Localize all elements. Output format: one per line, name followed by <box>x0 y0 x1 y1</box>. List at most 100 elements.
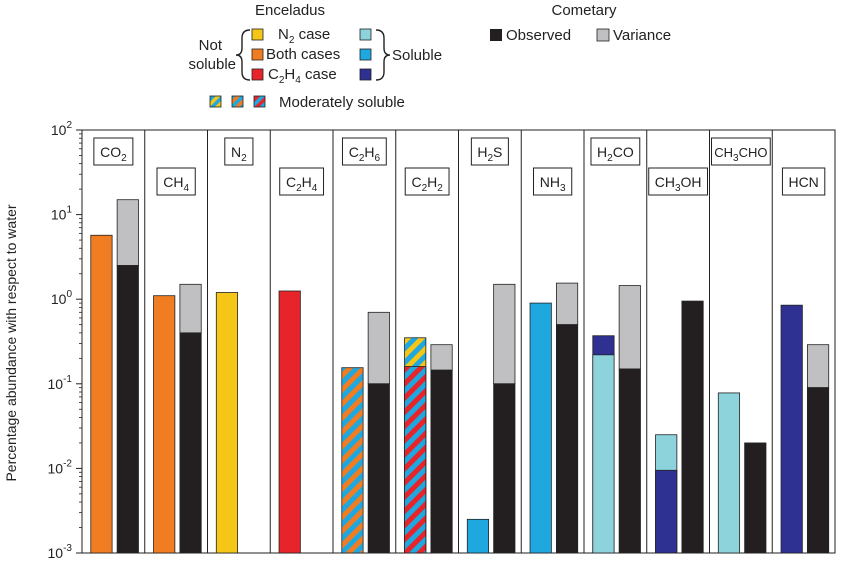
species-label-box <box>279 167 325 196</box>
enceladus-bar-c2h6-moderate_both <box>341 367 364 554</box>
enceladus-bar-hcn-soluble_c2h4 <box>780 304 803 554</box>
species-label-text: C2H2 <box>411 174 443 194</box>
observed-bar-c2h2 <box>430 369 453 554</box>
species-label-box <box>711 137 771 166</box>
enceladus-bar-n2-n2_case <box>215 292 239 554</box>
legend-swatch-soluble-n2 <box>359 28 372 41</box>
species-label-ch3cho: CH3CHO <box>711 137 771 166</box>
observed-bar-ch4 <box>179 332 202 554</box>
species-label-box <box>341 137 387 166</box>
observed-bar-ch3cho <box>744 442 767 554</box>
legend-swatch-moderate-c2h4 <box>253 95 266 108</box>
species-label-text: CO2 <box>100 144 127 164</box>
legend-swatch-variance <box>596 28 610 42</box>
legend-label-n2-case: N2 case <box>278 26 330 46</box>
y-tick-label-2: 100 <box>51 289 73 307</box>
species-label-box <box>224 137 254 166</box>
species-label-text: NH3 <box>540 174 566 194</box>
species-label-box <box>648 167 708 196</box>
species-label-ch3oh: CH3OH <box>648 167 708 196</box>
legend-label-soluble: Soluble <box>392 47 442 64</box>
species-label-text: C2H6 <box>349 144 381 164</box>
variance-bar-nh3 <box>555 282 579 326</box>
legend-label-variance: Variance <box>613 27 671 44</box>
species-label-box <box>404 167 450 196</box>
enceladus-bar-h2s-soluble_both <box>466 518 490 554</box>
legend-swatch-soluble-both <box>359 48 372 61</box>
legend-label-observed: Observed <box>506 27 571 44</box>
legend-cometary-title: Cometary <box>551 2 617 19</box>
species-label-box <box>781 167 826 196</box>
species-label-hcn: HCN <box>781 167 826 196</box>
enceladus-bar-co2-both_cases <box>90 234 113 554</box>
y-tick-label-5: 10-3 <box>48 543 73 561</box>
species-label-box <box>470 137 509 166</box>
legend-label-c2h4-case: C2H4 case <box>268 66 337 86</box>
species-label-box <box>156 167 196 196</box>
legend-swatch-soluble-c2h4 <box>359 68 372 81</box>
species-label-text: C2H4 <box>286 174 318 194</box>
variance-bar-h2s <box>493 283 516 385</box>
y-tick-label-4: 10-2 <box>48 458 73 476</box>
species-label-nh3: NH3 <box>533 167 573 196</box>
y-tick-label-3: 10-1 <box>48 374 73 392</box>
species-label-c2h2: C2H2 <box>404 167 450 196</box>
species-label-text: N2 <box>231 144 247 164</box>
y-tick-label-0: 102 <box>51 120 73 138</box>
left-brace <box>235 29 251 81</box>
plot-area: 102 101 100 10-1 10-2 10-3 CO2 CH4 N2 C2H4 C2H6 C2H… <box>48 120 836 561</box>
enceladus-bar-ch3oh-soluble_c2h4 <box>655 469 678 554</box>
species-label-text: CH3CHO <box>714 145 767 164</box>
enceladus-bar-c2h2-moderate_c2h4 <box>404 366 427 554</box>
observed-bar-h2s <box>493 383 516 554</box>
species-label-box <box>93 137 134 166</box>
legend: Enceladus Cometary Not soluble N2 case B… <box>188 2 671 111</box>
legend-swatch-moderate-both <box>231 95 244 108</box>
legend-label-both-cases: Both cases <box>266 46 340 63</box>
enceladus-bar-c2h4-c2h4_case <box>278 290 301 554</box>
observed-bar-co2 <box>116 265 139 554</box>
legend-enceladus-title: Enceladus <box>255 2 325 19</box>
variance-bar-ch4 <box>179 283 202 334</box>
species-label-c2h4: C2H4 <box>279 167 325 196</box>
variance-bar-hcn <box>806 344 830 389</box>
legend-swatch-c2h4-case <box>251 68 264 81</box>
species-label-text: CH4 <box>163 174 189 194</box>
observed-bar-hcn <box>806 387 830 554</box>
variance-bar-h2co <box>618 285 641 370</box>
species-label-text: HCN <box>788 174 818 190</box>
species-label-text: H2S <box>477 144 502 164</box>
y-axis-title: Percentage abundance with respect to wat… <box>3 204 19 481</box>
enceladus-bar-ch3cho-soluble_n2 <box>717 392 741 554</box>
observed-bar-c2h6 <box>367 383 390 554</box>
enceladus-bar-h2co-soluble_n2 <box>592 354 615 554</box>
observed-bar-ch3oh <box>681 300 704 554</box>
legend-swatch-moderate-n2 <box>209 95 222 108</box>
species-label-box <box>590 137 641 166</box>
variance-bar-c2h2 <box>430 344 453 371</box>
legend-label-moderately-soluble: Moderately soluble <box>279 94 405 111</box>
species-label-box <box>533 167 573 196</box>
species-label-c2h6: C2H6 <box>341 137 387 166</box>
species-label-ch4: CH4 <box>156 167 196 196</box>
species-label-text: H2CO <box>597 144 634 164</box>
enceladus-bar-ch4-both_cases <box>153 295 176 554</box>
species-label-n2: N2 <box>224 137 254 166</box>
observed-bar-nh3 <box>555 324 579 554</box>
observed-bar-h2co <box>618 368 641 554</box>
species-label-co2: CO2 <box>93 137 134 166</box>
species-label-text: CH3OH <box>655 174 702 194</box>
enceladus-bar-nh3-soluble_both <box>529 302 552 554</box>
legend-not-soluble-line1: Not <box>199 37 223 54</box>
y-tick-label-1: 101 <box>51 205 73 223</box>
legend-swatch-n2-case <box>251 28 264 41</box>
right-brace <box>375 29 391 81</box>
species-label-h2s: H2S <box>470 137 509 166</box>
variance-bar-c2h6 <box>367 311 390 385</box>
legend-swatch-both-cases <box>251 48 264 61</box>
species-label-h2co: H2CO <box>590 137 641 166</box>
variance-bar-co2 <box>116 199 139 266</box>
legend-not-soluble-line2: soluble <box>188 56 236 73</box>
legend-swatch-observed <box>490 29 502 41</box>
